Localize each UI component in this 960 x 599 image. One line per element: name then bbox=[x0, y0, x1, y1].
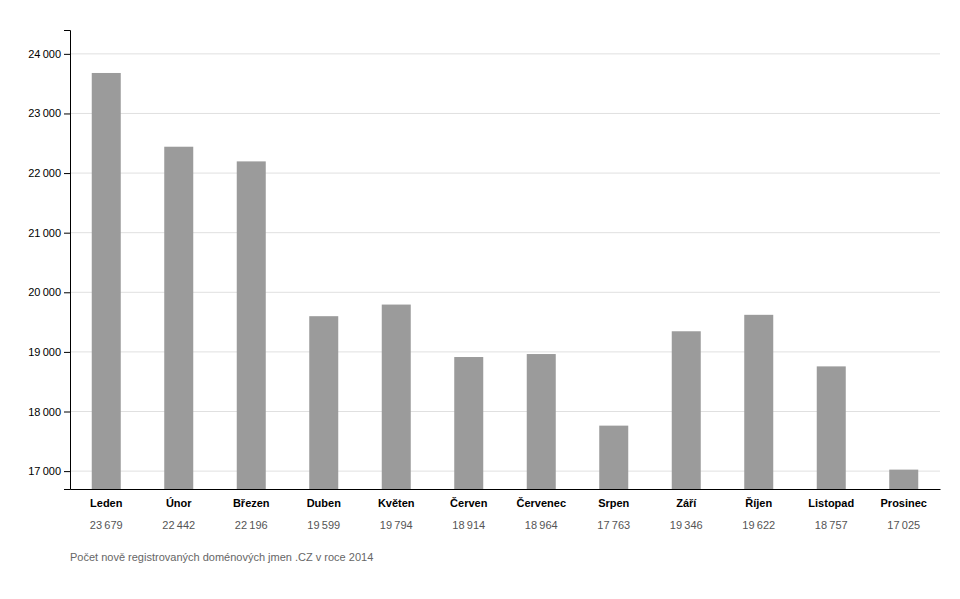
y-tick-mark bbox=[64, 412, 70, 413]
data-label: 17 025 bbox=[887, 519, 920, 531]
x-tick: Červen bbox=[450, 497, 488, 509]
y-tick: 18 000 bbox=[28, 406, 70, 418]
chart-container: 17 000 18 000 19 000 20 000 21 000 22 000 23 0… bbox=[0, 0, 960, 599]
bar bbox=[527, 354, 556, 489]
data-label: 18 757 bbox=[815, 519, 848, 531]
x-tick: Květen bbox=[378, 497, 415, 509]
data-label: 22 196 bbox=[235, 519, 268, 531]
data-label: 22 442 bbox=[162, 519, 195, 531]
y-tick-mark bbox=[64, 233, 70, 234]
bar bbox=[599, 426, 628, 489]
plot: 17 000 18 000 19 000 20 000 21 000 22 000 23 0… bbox=[28, 31, 940, 564]
x-tick-label: Duben bbox=[307, 497, 342, 509]
x-tick-label: Říjen bbox=[745, 497, 772, 509]
x-axis: Leden Únor Březen Duben Květen Červen Červenec… bbox=[71, 490, 941, 509]
y-tick-mark bbox=[64, 352, 70, 353]
bar bbox=[382, 305, 411, 489]
bar bbox=[744, 315, 773, 489]
x-tick-label: Listopad bbox=[808, 497, 854, 509]
x-tick: Listopad bbox=[808, 497, 854, 509]
x-tick: Září bbox=[676, 497, 697, 509]
y-tick-mark bbox=[64, 471, 70, 472]
chart: 17 000 18 000 19 000 20 000 21 000 22 000 23 0… bbox=[0, 0, 960, 599]
data-label: 23 679 bbox=[90, 519, 123, 531]
x-tick: Červenec bbox=[516, 497, 566, 509]
data-label: 18 964 bbox=[525, 519, 558, 531]
y-tick-label: 18 000 bbox=[28, 406, 61, 418]
data-label: 18 914 bbox=[452, 519, 485, 531]
grid-line bbox=[70, 471, 940, 472]
x-tick-label: Srpen bbox=[598, 497, 629, 509]
bar bbox=[672, 331, 701, 489]
y-tick-label: 24 000 bbox=[28, 48, 61, 60]
x-tick-label: Únor bbox=[166, 497, 192, 509]
data-label: 19 794 bbox=[380, 519, 413, 531]
y-tick: 23 000 bbox=[28, 107, 70, 119]
x-tick-label: Červen bbox=[450, 497, 488, 509]
grid bbox=[70, 54, 940, 471]
x-tick: Duben bbox=[307, 497, 342, 509]
x-tick: Srpen bbox=[598, 497, 629, 509]
y-tick-mark bbox=[64, 292, 70, 293]
y-tick: 19 000 bbox=[28, 346, 70, 358]
data-label: 19 622 bbox=[742, 519, 775, 531]
bar bbox=[454, 357, 483, 489]
x-tick-label: Květen bbox=[378, 497, 415, 509]
annotations: Počet nově registrovaných doménových jme… bbox=[70, 551, 373, 563]
y-tick: 17 000 bbox=[28, 465, 70, 477]
y-tick-label: 17 000 bbox=[28, 465, 61, 477]
x-tick: Březen bbox=[233, 497, 270, 509]
bar bbox=[237, 161, 266, 489]
data-labels: 23 679 22 442 22 196 19 599 19 794 18 914 18 9… bbox=[90, 519, 920, 531]
grid-line bbox=[70, 53, 940, 54]
y-tick-mark bbox=[64, 54, 70, 55]
y-tick: 21 000 bbox=[28, 227, 70, 239]
bar bbox=[92, 73, 121, 489]
x-tick-label: Prosinec bbox=[881, 497, 927, 509]
y-tick-label: 20 000 bbox=[28, 286, 61, 298]
y-tick-label: 19 000 bbox=[28, 346, 61, 358]
bars bbox=[92, 73, 919, 489]
y-tick: 22 000 bbox=[28, 167, 70, 179]
y-tick-label: 22 000 bbox=[28, 167, 61, 179]
bar bbox=[164, 147, 193, 489]
y-tick-mark bbox=[64, 113, 70, 114]
bar bbox=[309, 316, 338, 489]
x-tick-label: Září bbox=[676, 497, 697, 509]
y-tick: 20 000 bbox=[28, 286, 70, 298]
x-tick: Říjen bbox=[745, 497, 772, 509]
y-axis: 17 000 18 000 19 000 20 000 21 000 22 000 23 0… bbox=[28, 31, 70, 490]
x-tick: Prosinec bbox=[881, 497, 927, 509]
y-tick-mark bbox=[64, 173, 70, 174]
data-label: 19 599 bbox=[307, 519, 340, 531]
bar bbox=[889, 470, 918, 489]
x-axis-line bbox=[71, 489, 941, 490]
x-tick: Únor bbox=[166, 497, 192, 509]
grid-line bbox=[70, 411, 940, 412]
x-tick-label: Červenec bbox=[516, 497, 566, 509]
data-label: 19 346 bbox=[670, 519, 703, 531]
x-tick: Leden bbox=[90, 497, 123, 509]
data-label: 17 763 bbox=[597, 519, 630, 531]
bar bbox=[817, 366, 846, 489]
grid-line bbox=[70, 173, 940, 174]
grid-line bbox=[70, 232, 940, 233]
y-tick-label: 21 000 bbox=[28, 227, 61, 239]
y-axis-line bbox=[64, 31, 71, 490]
caption: Počet nově registrovaných doménových jme… bbox=[70, 551, 373, 563]
x-tick-label: Březen bbox=[233, 497, 270, 509]
y-tick-label: 23 000 bbox=[28, 107, 61, 119]
y-tick: 24 000 bbox=[28, 48, 70, 60]
x-tick-label: Leden bbox=[90, 497, 123, 509]
grid-line bbox=[70, 351, 940, 352]
grid-line bbox=[70, 292, 940, 293]
grid-line bbox=[70, 113, 940, 114]
